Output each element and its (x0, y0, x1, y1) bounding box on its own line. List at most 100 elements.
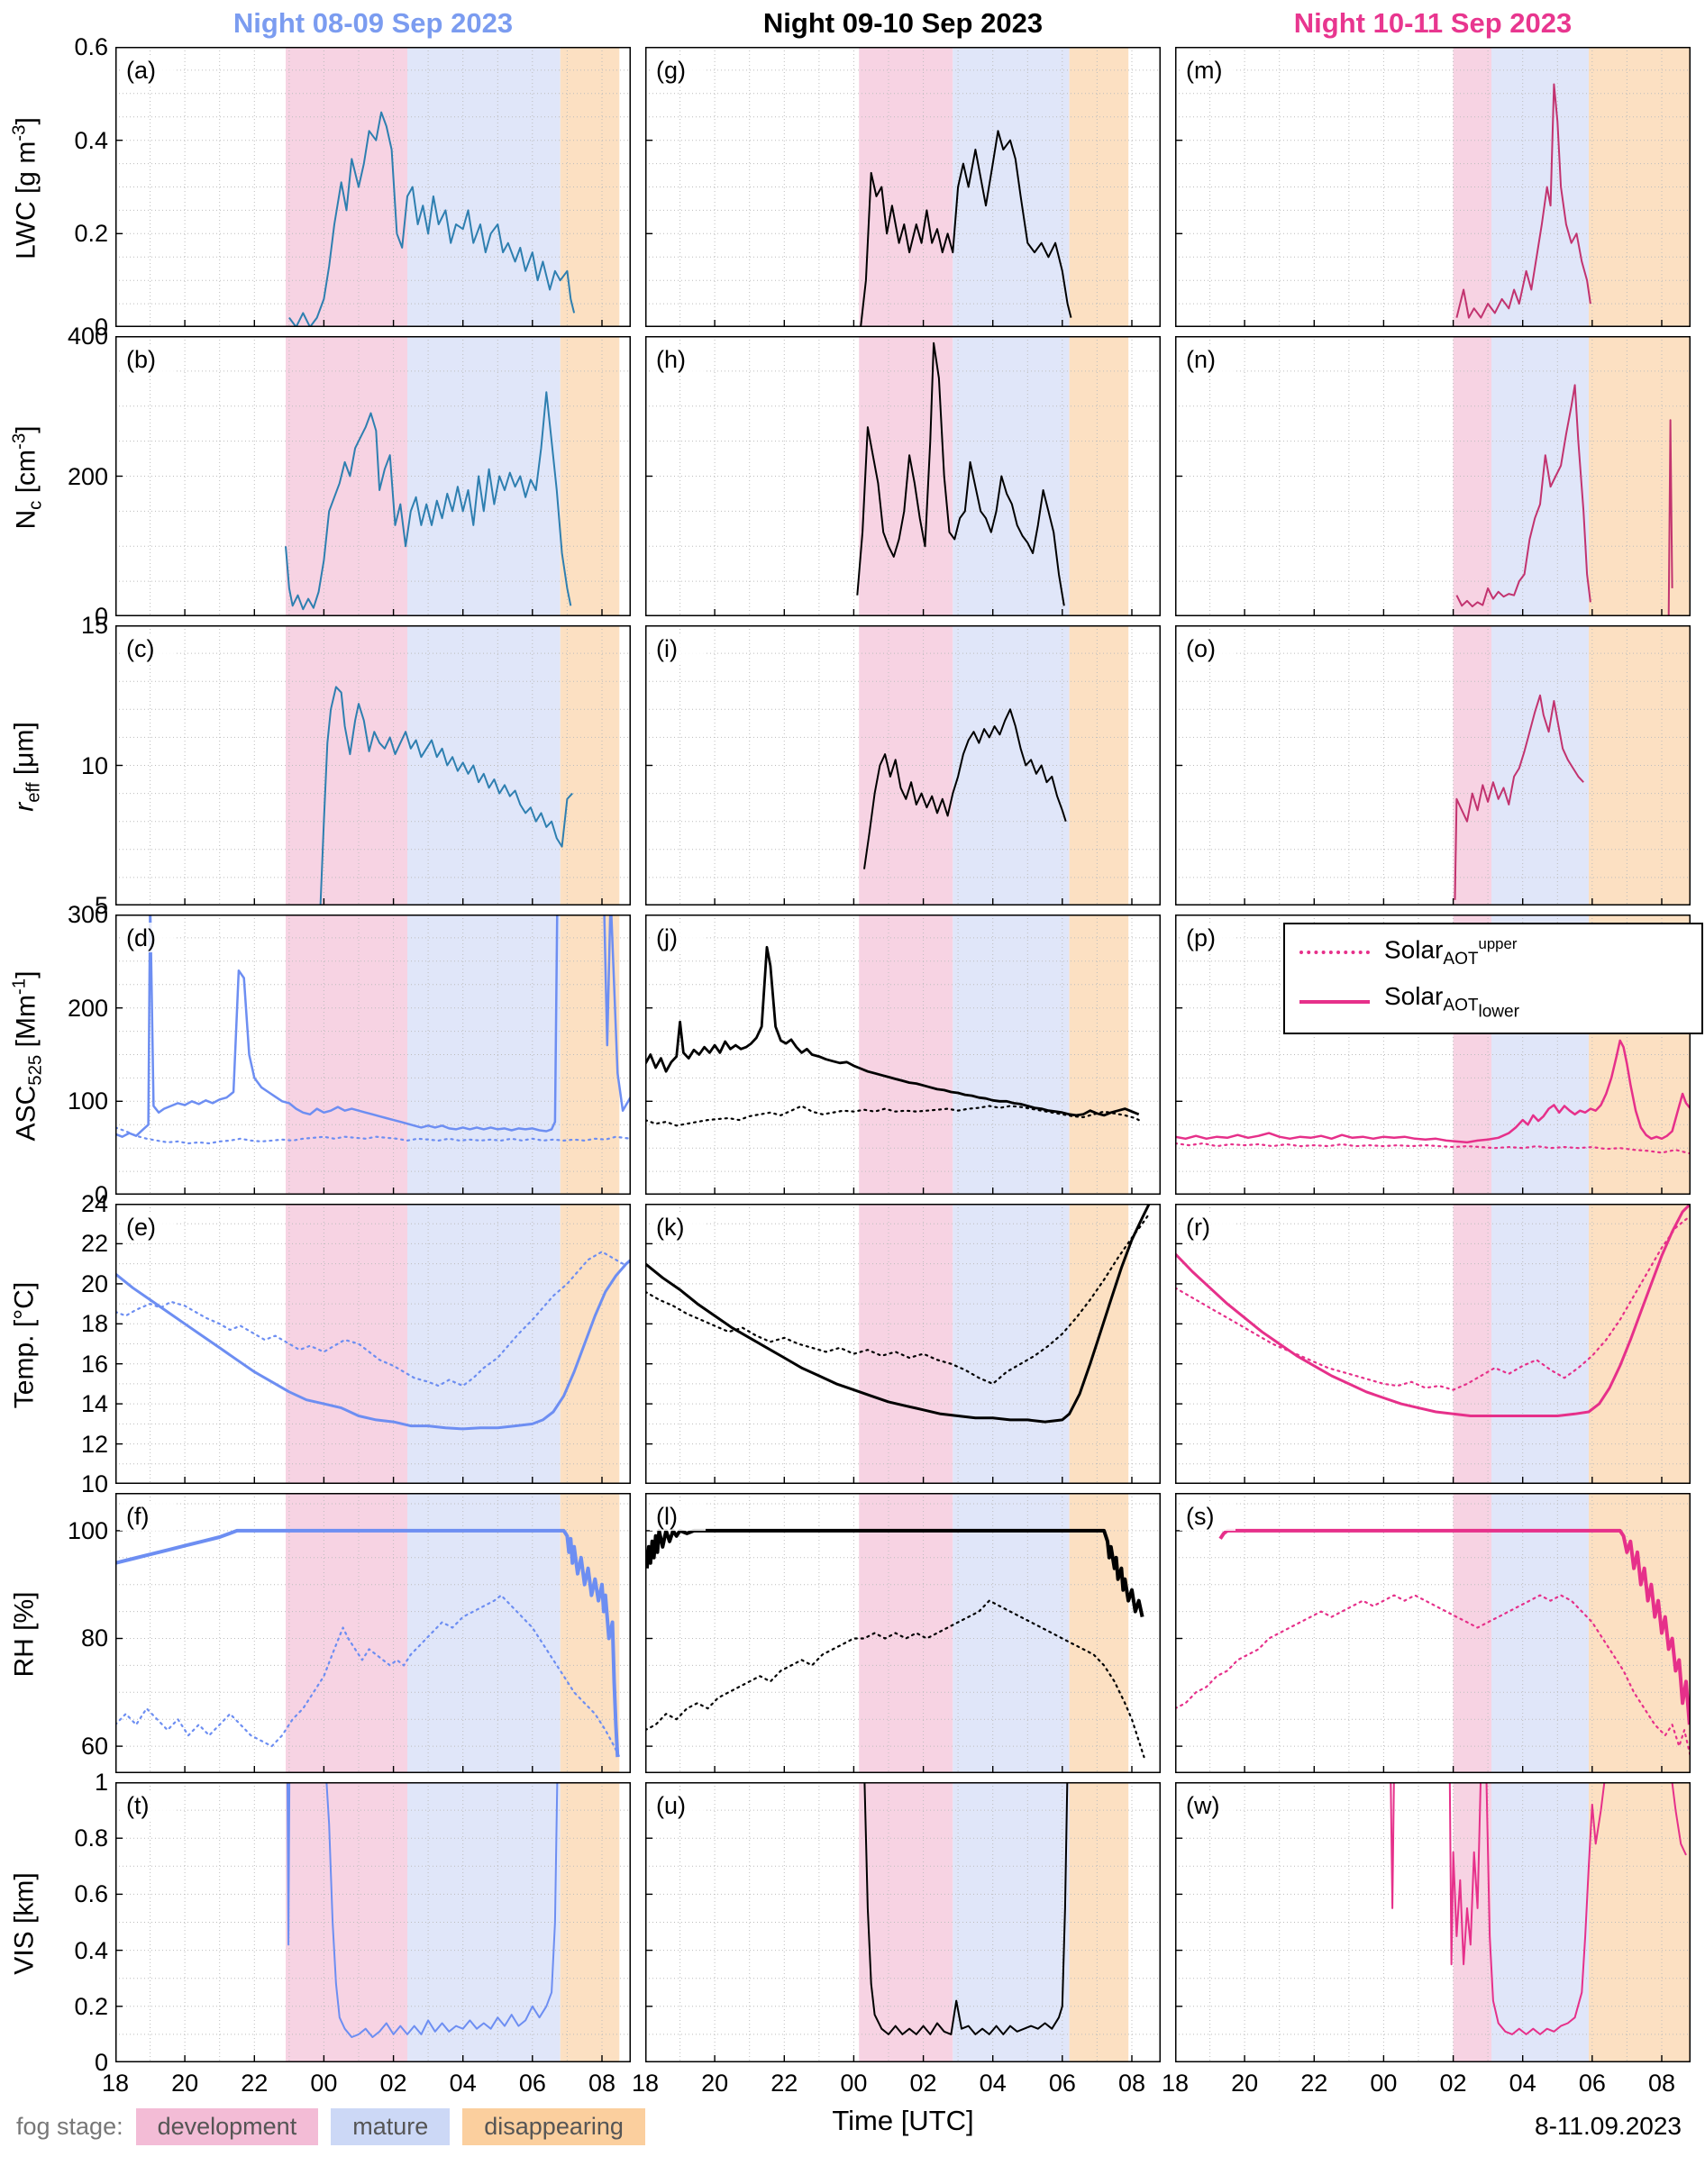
y-tick-label: 200 (67, 994, 108, 1022)
fog-stage-band-development (1453, 1204, 1491, 1484)
panel-letter: (f) (126, 1503, 149, 1530)
x-tick-label: 00 (1370, 2070, 1398, 2097)
fog-stage-band-disappearing (560, 915, 620, 1195)
fog-stage-caption: fog stage: (16, 2113, 123, 2140)
y-tick-label: 15 (80, 612, 108, 639)
x-tick-label: 20 (171, 2070, 199, 2097)
y-axis-label-asc525: ASC525 [Mm-1] (9, 970, 46, 1142)
series-temp-upper (645, 1213, 1151, 1385)
series-temp-lower (1175, 1204, 1691, 1417)
x-tick-label: 08 (588, 2070, 615, 2097)
fog-stage-development: development (135, 2108, 319, 2145)
x-tick-label: 18 (631, 2070, 660, 2097)
x-axis-title: Time [UTC] (832, 2105, 974, 2136)
x-tick-label: 08 (1117, 2070, 1145, 2097)
panel-j: (j) (645, 915, 1161, 1195)
dotted-line-sample-icon (1299, 950, 1370, 954)
y-tick-label: 0 (94, 603, 108, 630)
series-LWC (1455, 83, 1591, 319)
panel-letter: (g) (656, 57, 686, 84)
x-tick-label: 20 (701, 2070, 729, 2097)
series-reff (1454, 694, 1584, 900)
series-VIS (1390, 1782, 1687, 2035)
y-tick-label: 18 (80, 1310, 108, 1338)
panel-e: (e) (115, 1204, 631, 1484)
series-RH-lower (115, 1528, 620, 1758)
y-tick-label: 16 (80, 1350, 108, 1378)
series-Solar-AOT-upper (1175, 1142, 1691, 1155)
fog-stage-band-disappearing (560, 625, 620, 905)
series-temp-lower (645, 1204, 1151, 1424)
fog-stage-band-disappearing (1589, 336, 1691, 616)
series-Solar-AOT-upper (115, 1126, 631, 1145)
series-reff (863, 708, 1067, 869)
series-Solar-AOT-lower (1175, 1039, 1691, 1144)
x-tick-label: 06 (518, 2070, 546, 2097)
x-tick-label: 00 (840, 2070, 868, 2097)
panel-letter: (t) (126, 1792, 149, 1819)
fog-stage-band-mature (407, 1493, 561, 1773)
y-tick-label: 22 (80, 1230, 108, 1258)
y-tick-label: 80 (80, 1624, 108, 1652)
x-tick-label: 04 (1509, 2070, 1536, 2097)
fog-stage-band-development (1453, 1782, 1491, 2062)
y-tick-label: 10 (80, 751, 108, 779)
x-tick-label: 06 (1578, 2070, 1606, 2097)
fog-stage-band-disappearing (1589, 47, 1691, 327)
panel-letter: (n) (1186, 346, 1216, 373)
aot-lower-label: SolarAOTlower (1384, 981, 1519, 1022)
panel-letter: (o) (1186, 635, 1216, 662)
y-tick-label: 0.2 (74, 220, 108, 248)
series-RH-upper (115, 1594, 621, 1759)
fog-stage-band-disappearing (560, 1782, 620, 2062)
fog-stage-band-disappearing (1589, 1204, 1691, 1484)
panel-letter: (r) (1186, 1214, 1210, 1241)
series-Nc-morning-spike (1667, 419, 1673, 616)
y-tick-label: 0 (94, 1181, 108, 1208)
fog-stage-band-disappearing (1069, 625, 1129, 905)
fog-stage-band-disappearing (560, 1204, 620, 1484)
y-tick-label: 200 (67, 462, 108, 490)
aot-legend: SolarAOTupper SolarAOTlower (1283, 923, 1703, 1035)
y-tick-label: 12 (80, 1430, 108, 1458)
y-axis-label-temp: Temp. [°C] (9, 1281, 40, 1409)
panel-letter: (w) (1186, 1792, 1219, 1819)
panel-letter: (l) (656, 1503, 678, 1530)
y-axis-label-rh: RH [%] (9, 1591, 40, 1678)
panel-letter: (s) (1186, 1503, 1214, 1530)
y-tick-label: 1 (94, 1769, 108, 1796)
panel-r: (r) (1175, 1204, 1691, 1484)
y-tick-label: 300 (67, 901, 108, 928)
y-tick-label: 24 (80, 1190, 108, 1217)
x-tick-label: 00 (310, 2070, 338, 2097)
panel-letter: (a) (126, 57, 156, 84)
fog-stage-band-mature (1491, 1493, 1589, 1773)
series-Solar-AOT-lower (645, 945, 1140, 1117)
fog-stage-band-disappearing (1069, 1204, 1129, 1484)
series-RH-upper (1175, 1594, 1691, 1759)
aot-upper-label: SolarAOTupper (1384, 935, 1518, 969)
fog-stage-band-disappearing (1589, 625, 1691, 905)
y-tick-label: 400 (67, 323, 108, 350)
panel-m: (m) (1175, 47, 1691, 327)
column-title-night2: Night 09-10 Sep 2023 (762, 7, 1044, 39)
column-title-night1: Night 08-09 Sep 2023 (232, 7, 514, 39)
x-tick-label: 18 (101, 2070, 130, 2097)
x-tick-label: 02 (909, 2070, 937, 2097)
x-tick-label: 22 (241, 2070, 269, 2097)
series-VIS (286, 1782, 559, 2038)
aot-legend-entry-lower: SolarAOTlower (1299, 982, 1687, 1022)
panel-b: (b) (115, 336, 631, 616)
panel-k: (k) (645, 1204, 1161, 1484)
fog-stage-band-disappearing (1589, 1782, 1691, 2062)
panel-w: (w) (1175, 1782, 1691, 2062)
panel-d: (d) (115, 915, 631, 1195)
y-axis-label-nc: Nc [cm-3] (9, 425, 46, 530)
panel-h: (h) (645, 336, 1161, 616)
x-tick-label: 08 (1647, 2070, 1675, 2097)
aot-legend-entry-upper: SolarAOTupper (1299, 935, 1687, 969)
series-temp-upper (115, 1251, 631, 1388)
panel-o: (o) (1175, 625, 1691, 905)
y-tick-label: 100 (67, 1516, 108, 1544)
